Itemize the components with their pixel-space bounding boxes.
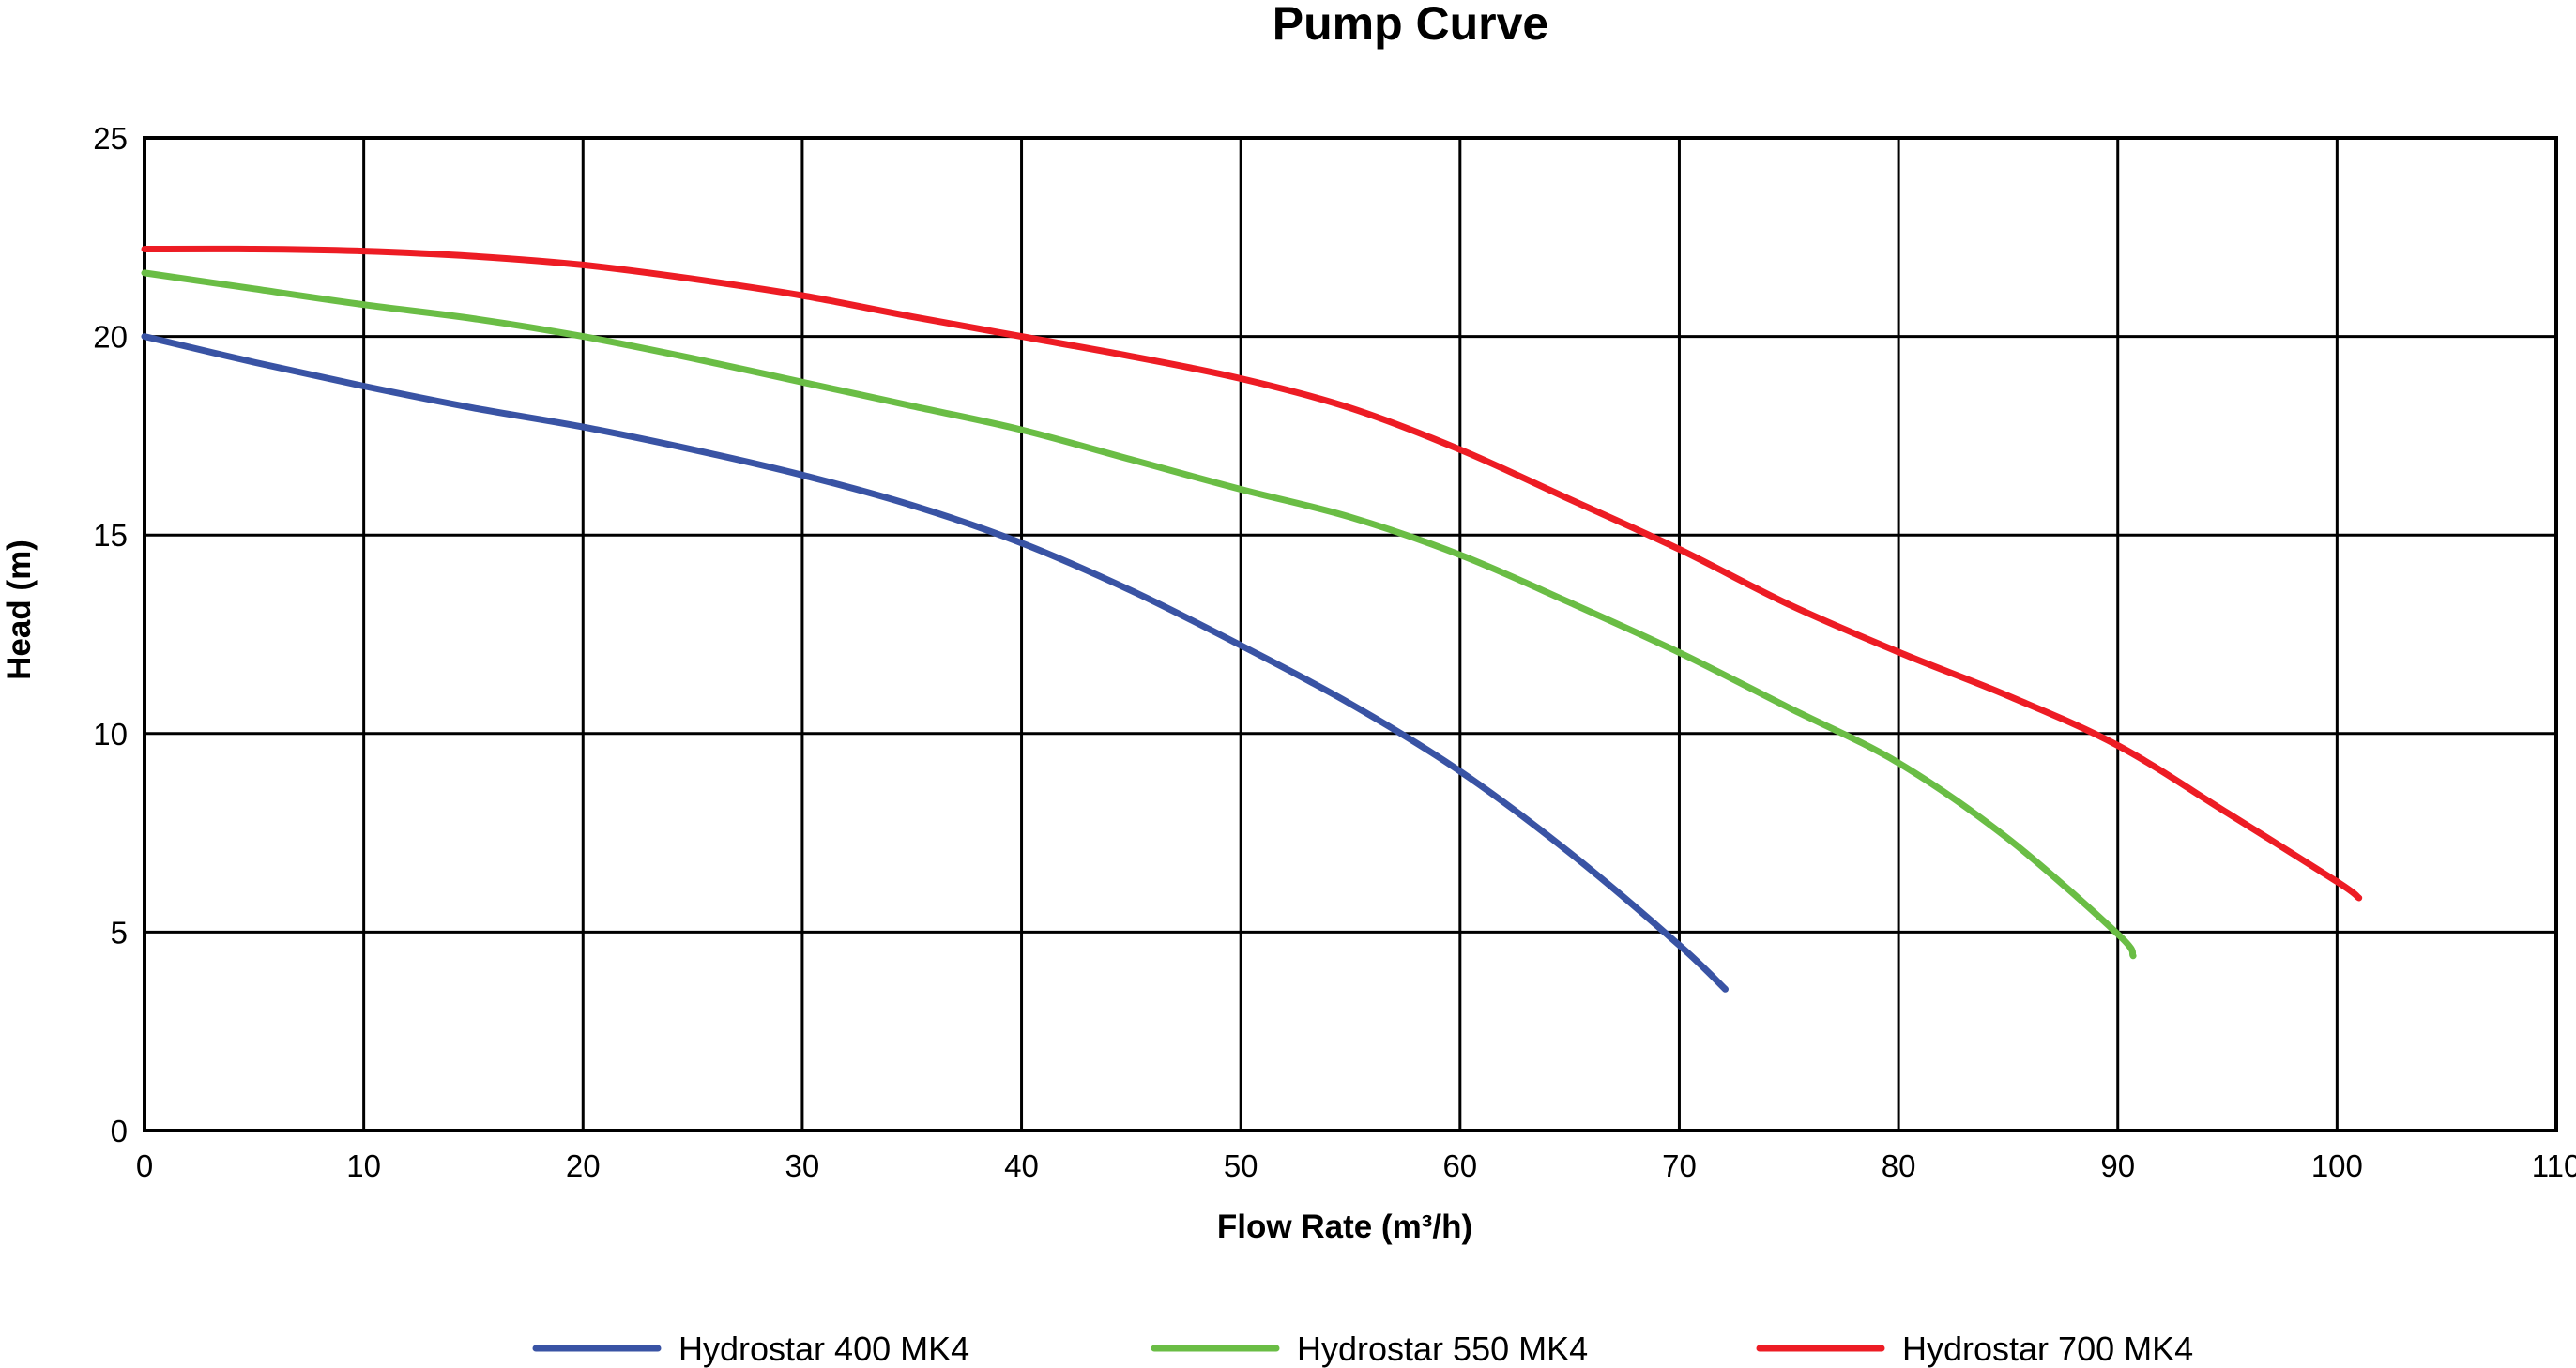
y-tick-label: 0 <box>111 1114 128 1148</box>
x-tick-label: 70 <box>1662 1148 1697 1183</box>
x-axis-label: Flow Rate (m³/h) <box>1217 1208 1472 1245</box>
x-tick-labels: 0 10 20 30 40 50 60 70 80 90 100 110 <box>136 1148 2576 1183</box>
x-tick-label: 0 <box>136 1148 153 1183</box>
x-tick-label: 20 <box>566 1148 601 1183</box>
series-line-hydrostar-400-mk4 <box>141 333 1729 993</box>
y-tick-label: 10 <box>93 717 128 752</box>
y-tick-label: 20 <box>93 320 128 355</box>
series-line-hydrostar-700-mk4 <box>141 245 2363 902</box>
legend-label: Hydrostar 700 MK4 <box>1902 1330 2193 1368</box>
y-axis-label: Head (m) <box>1 540 38 680</box>
series-layer <box>141 245 2363 993</box>
legend-label: Hydrostar 550 MK4 <box>1297 1330 1588 1368</box>
legend-label: Hydrostar 400 MK4 <box>678 1330 969 1368</box>
x-tick-label: 30 <box>785 1148 820 1183</box>
y-tick-label: 15 <box>93 518 128 553</box>
y-tick-labels: 0 5 10 15 20 25 <box>93 121 128 1148</box>
x-tick-label: 90 <box>2100 1148 2135 1183</box>
legend-item-hydrostar-700-mk4: Hydrostar 700 MK4 <box>1756 1330 2193 1368</box>
x-tick-label: 60 <box>1442 1148 1477 1183</box>
x-tick-label: 80 <box>1882 1148 1916 1183</box>
y-tick-label: 5 <box>111 915 128 950</box>
x-tick-label: 110 <box>2532 1148 2576 1183</box>
grid <box>143 136 2558 1132</box>
x-tick-label: 100 <box>2311 1148 2363 1183</box>
x-tick-label: 50 <box>1224 1148 1258 1183</box>
legend-item-hydrostar-400-mk4: Hydrostar 400 MK4 <box>532 1330 969 1368</box>
plot-frame <box>143 136 2558 1132</box>
legend: Hydrostar 400 MK4 Hydrostar 550 MK4 Hydros… <box>532 1330 2193 1368</box>
x-tick-label: 40 <box>1004 1148 1039 1183</box>
series-line-hydrostar-550-mk4 <box>141 269 2137 960</box>
chart-title: Pump Curve <box>1273 0 1549 50</box>
x-tick-label: 10 <box>346 1148 381 1183</box>
legend-item-hydrostar-550-mk4: Hydrostar 550 MK4 <box>1151 1330 1588 1368</box>
y-tick-label: 25 <box>93 121 128 156</box>
